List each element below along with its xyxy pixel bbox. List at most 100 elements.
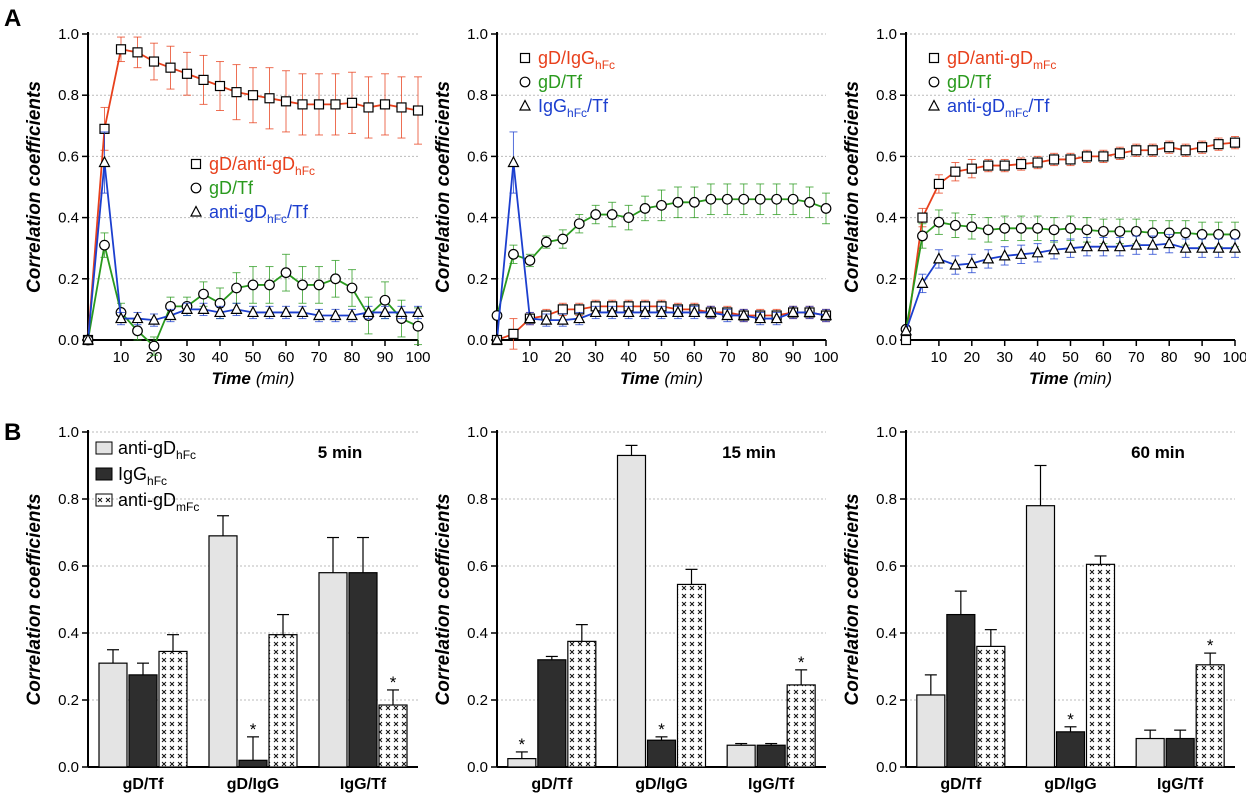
data-point bbox=[508, 248, 519, 260]
data-point bbox=[1098, 151, 1109, 162]
category-label: gD/IgG bbox=[635, 776, 687, 793]
y-axis-label: Correlation coefficients bbox=[433, 494, 454, 706]
legend-text: /Tf bbox=[587, 96, 609, 116]
legend-subscript: hFc bbox=[267, 212, 287, 226]
data-point bbox=[1097, 225, 1109, 237]
y-axis-label: Correlation coefficients bbox=[433, 81, 454, 293]
data-point bbox=[190, 158, 202, 170]
legend-swatch bbox=[95, 441, 113, 455]
legend-text: gD/ bbox=[538, 72, 566, 92]
legend-subscript: hFc bbox=[595, 58, 615, 72]
legend-entry: gD/anti-gDhFc bbox=[209, 154, 315, 178]
legend-text: gD/ bbox=[947, 48, 975, 68]
data-point bbox=[982, 252, 995, 264]
legend-swatch bbox=[95, 493, 113, 507]
x-tick-label: 90 bbox=[1194, 349, 1211, 366]
data-point bbox=[181, 68, 193, 79]
data-point bbox=[264, 279, 275, 291]
bar bbox=[318, 572, 348, 768]
data-point bbox=[131, 311, 144, 324]
data-point bbox=[1179, 241, 1192, 253]
data-point bbox=[738, 193, 750, 205]
data-point bbox=[1113, 239, 1126, 252]
data-point bbox=[704, 305, 717, 318]
data-point bbox=[787, 305, 800, 318]
x-tick-label: 50 bbox=[653, 349, 670, 366]
data-point bbox=[508, 328, 519, 339]
category-label: IgG/Tf bbox=[748, 776, 795, 793]
y-tick-label: 0.6 bbox=[58, 148, 79, 165]
data-point bbox=[524, 255, 536, 266]
y-tick-label: 0.2 bbox=[876, 271, 897, 288]
legend-text: anti-gD bbox=[947, 96, 1005, 116]
data-point bbox=[770, 311, 783, 324]
data-point bbox=[346, 282, 358, 294]
chart-1: 0.0 0.2 0.4 0.6 0.8 1.0 Correlation coefficien… bbox=[433, 26, 839, 388]
y-tick-label: 0.0 bbox=[467, 332, 488, 349]
y-tick-label: 0.0 bbox=[58, 332, 79, 349]
x-tick-label: 20 bbox=[146, 349, 163, 366]
data-point bbox=[949, 258, 962, 270]
x-tick-label: 10 bbox=[113, 349, 130, 366]
data-point bbox=[98, 155, 111, 168]
legend-text: anti-gD bbox=[118, 490, 176, 510]
bar bbox=[616, 454, 647, 768]
y-tick-label: 1.0 bbox=[58, 424, 79, 441]
data-point bbox=[721, 193, 733, 205]
data-point bbox=[519, 99, 531, 111]
legend-text: anti-gD bbox=[237, 154, 295, 174]
data-point bbox=[519, 76, 531, 88]
bar bbox=[976, 645, 1006, 768]
data-point bbox=[190, 205, 202, 217]
x-axis-label-main: Time bbox=[211, 369, 250, 388]
y-tick-label: 0.8 bbox=[467, 491, 488, 508]
legend-subscript: hFc bbox=[295, 164, 315, 178]
y-tick-label: 0.0 bbox=[467, 759, 488, 776]
panel-label-a: A bbox=[4, 5, 21, 32]
data-point bbox=[1080, 239, 1093, 252]
data-point bbox=[965, 256, 978, 269]
x-tick-label: 40 bbox=[1029, 349, 1046, 366]
x-axis-label: Time (min) bbox=[1029, 369, 1112, 388]
legend-text: anti-gD bbox=[118, 438, 176, 458]
legend-text: /Tf bbox=[1028, 96, 1050, 116]
bar bbox=[756, 744, 786, 768]
x-tick-label: 100 bbox=[813, 349, 838, 366]
legend-entry: gD/IgGhFc bbox=[538, 48, 615, 72]
y-tick-label: 0.0 bbox=[876, 332, 897, 349]
data-point bbox=[623, 212, 634, 224]
significance-star: * bbox=[798, 653, 805, 672]
legend-text: IgG bbox=[538, 96, 567, 116]
y-tick-label: 0.4 bbox=[58, 210, 79, 227]
x-tick-label: 30 bbox=[996, 349, 1013, 366]
bar bbox=[348, 572, 378, 768]
data-point bbox=[928, 52, 940, 64]
data-point bbox=[1048, 154, 1060, 165]
legend-entry: IgGhFc bbox=[118, 464, 167, 488]
series-2 bbox=[82, 131, 424, 345]
y-tick-label: 0.4 bbox=[58, 625, 79, 642]
data-point bbox=[1015, 222, 1027, 234]
legend-text: Tf bbox=[237, 178, 254, 198]
significance-star: * bbox=[390, 673, 397, 692]
data-point bbox=[655, 305, 668, 318]
y-tick-label: 1.0 bbox=[467, 424, 488, 441]
data-point bbox=[803, 305, 816, 318]
data-point bbox=[1114, 225, 1126, 237]
data-point bbox=[148, 313, 160, 325]
series-1 bbox=[900, 209, 1241, 335]
y-tick-label: 0.2 bbox=[876, 692, 897, 709]
data-point bbox=[1081, 224, 1093, 236]
data-point bbox=[197, 302, 210, 314]
bar bbox=[537, 659, 567, 768]
category-label: gD/Tf bbox=[531, 776, 573, 793]
bar bbox=[378, 704, 408, 768]
data-point bbox=[1196, 241, 1209, 253]
bar bbox=[1135, 737, 1165, 768]
legend-subscript: hFc bbox=[147, 474, 167, 488]
significance-star: * bbox=[1207, 636, 1214, 655]
y-axis-label: Correlation coefficients bbox=[842, 81, 863, 293]
data-point bbox=[329, 308, 342, 321]
